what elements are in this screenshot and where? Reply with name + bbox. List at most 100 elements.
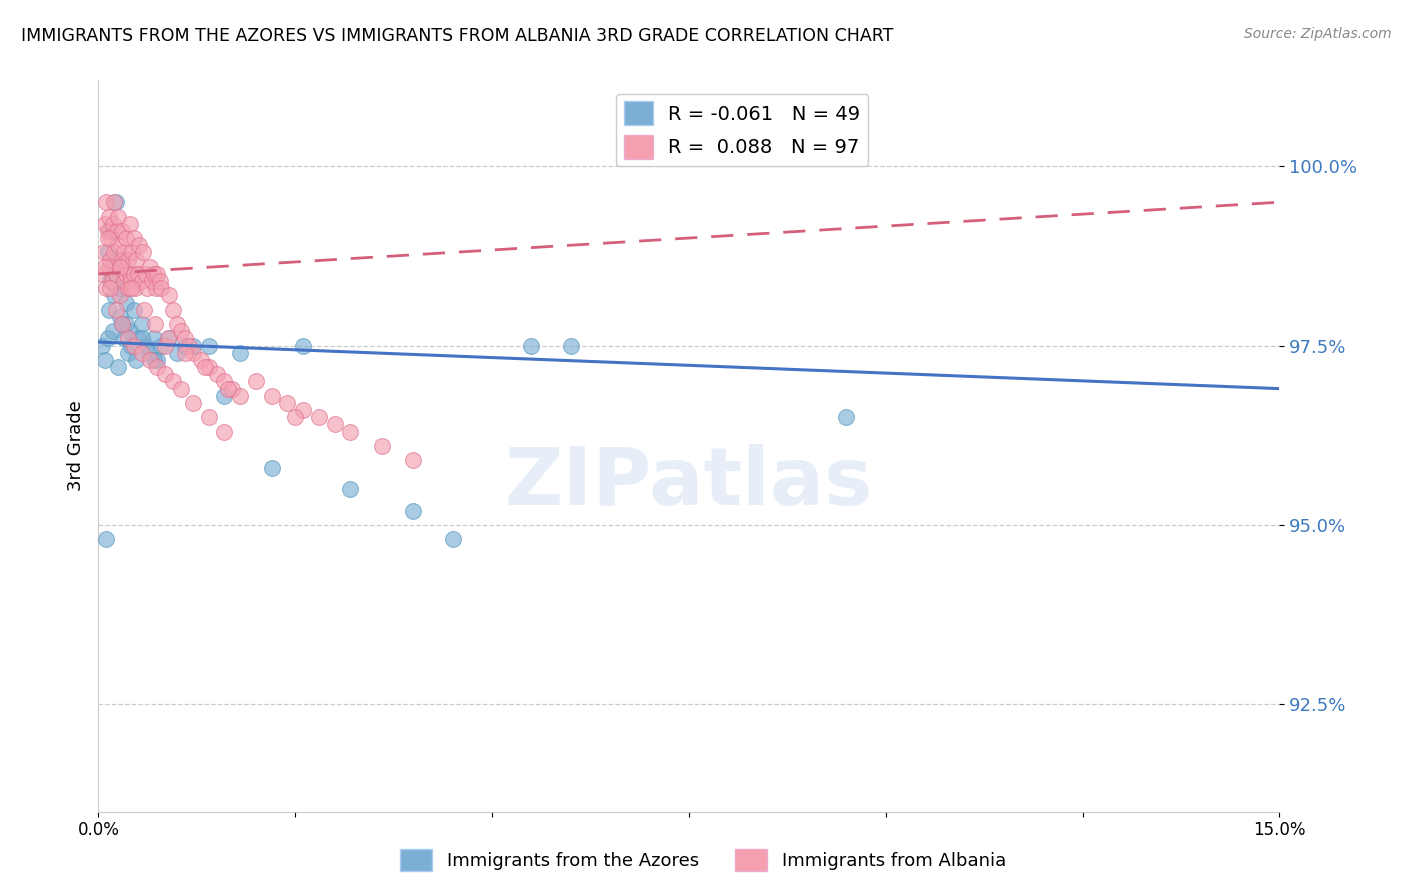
Point (93, 353, 115, 368)
Point (112, 245, 135, 260)
Point (121, 245, 143, 260)
Point (118, 324, 141, 338)
Point (150, 281, 173, 295)
Point (174, 338, 197, 352)
Point (98, 210, 121, 224)
Point (125, 353, 148, 368)
Point (96, 195, 118, 210)
Point (135, 338, 157, 352)
Point (91, 338, 114, 352)
Point (107, 252, 129, 267)
Point (131, 345, 153, 359)
Point (121, 281, 143, 295)
Text: Source: ZipAtlas.com: Source: ZipAtlas.com (1244, 27, 1392, 41)
Point (103, 245, 125, 260)
Point (323, 417, 346, 432)
Point (104, 195, 127, 210)
Point (157, 331, 180, 345)
Point (177, 338, 200, 352)
Point (111, 317, 134, 331)
Point (101, 324, 124, 338)
Point (205, 368, 228, 382)
Point (108, 310, 131, 324)
Point (146, 353, 169, 368)
Y-axis label: 3rd Grade: 3rd Grade (66, 401, 84, 491)
Point (108, 260, 131, 274)
Point (162, 302, 184, 317)
Point (146, 360, 169, 375)
Point (143, 317, 166, 331)
Point (100, 231, 122, 245)
Point (276, 396, 298, 410)
Point (107, 210, 129, 224)
Point (214, 375, 236, 389)
Point (98, 274, 121, 288)
Point (105, 224, 128, 238)
Point (520, 338, 543, 352)
Point (155, 338, 177, 352)
Point (441, 533, 464, 547)
Point (93, 260, 115, 274)
Point (245, 375, 267, 389)
Point (142, 353, 165, 368)
Point (117, 252, 139, 267)
Point (103, 195, 125, 210)
Point (214, 425, 236, 439)
Point (138, 353, 160, 368)
Point (217, 382, 239, 396)
Point (122, 338, 145, 352)
Point (115, 317, 138, 331)
Point (181, 338, 204, 352)
Point (122, 302, 145, 317)
Point (111, 224, 134, 238)
Point (138, 345, 160, 359)
Point (118, 217, 141, 231)
Point (125, 252, 148, 267)
Point (118, 267, 141, 281)
Point (402, 503, 425, 517)
Point (260, 389, 283, 403)
Point (132, 302, 155, 317)
Point (145, 281, 167, 295)
Point (98, 224, 121, 238)
Point (127, 267, 149, 281)
Point (131, 331, 153, 345)
Point (214, 389, 236, 403)
Point (104, 302, 127, 317)
Point (371, 439, 394, 453)
Point (107, 238, 129, 252)
Point (97, 224, 120, 238)
Point (339, 425, 361, 439)
Point (97, 231, 120, 245)
Point (149, 274, 172, 288)
Text: ZIPatlas: ZIPatlas (505, 443, 873, 522)
Text: IMMIGRANTS FROM THE AZORES VS IMMIGRANTS FROM ALBANIA 3RD GRADE CORRELATION CHAR: IMMIGRANTS FROM THE AZORES VS IMMIGRANTS… (21, 27, 893, 45)
Point (117, 281, 139, 295)
Point (97, 260, 120, 274)
Point (101, 267, 124, 281)
Point (112, 331, 135, 345)
Point (156, 331, 179, 345)
Point (127, 331, 149, 345)
Point (91, 267, 114, 281)
Point (93, 217, 115, 231)
Point (170, 324, 193, 338)
Point (162, 375, 184, 389)
Point (121, 338, 143, 352)
Point (131, 274, 153, 288)
Point (97, 331, 120, 345)
Point (150, 338, 173, 352)
Point (142, 267, 165, 281)
Point (98, 252, 121, 267)
Point (339, 482, 361, 496)
Point (122, 267, 145, 281)
Point (260, 460, 283, 475)
Point (292, 338, 315, 352)
Point (142, 331, 165, 345)
Point (117, 345, 139, 359)
Point (97, 245, 120, 260)
Point (221, 382, 243, 396)
Point (128, 238, 150, 252)
Point (155, 368, 177, 382)
Point (98, 281, 121, 295)
